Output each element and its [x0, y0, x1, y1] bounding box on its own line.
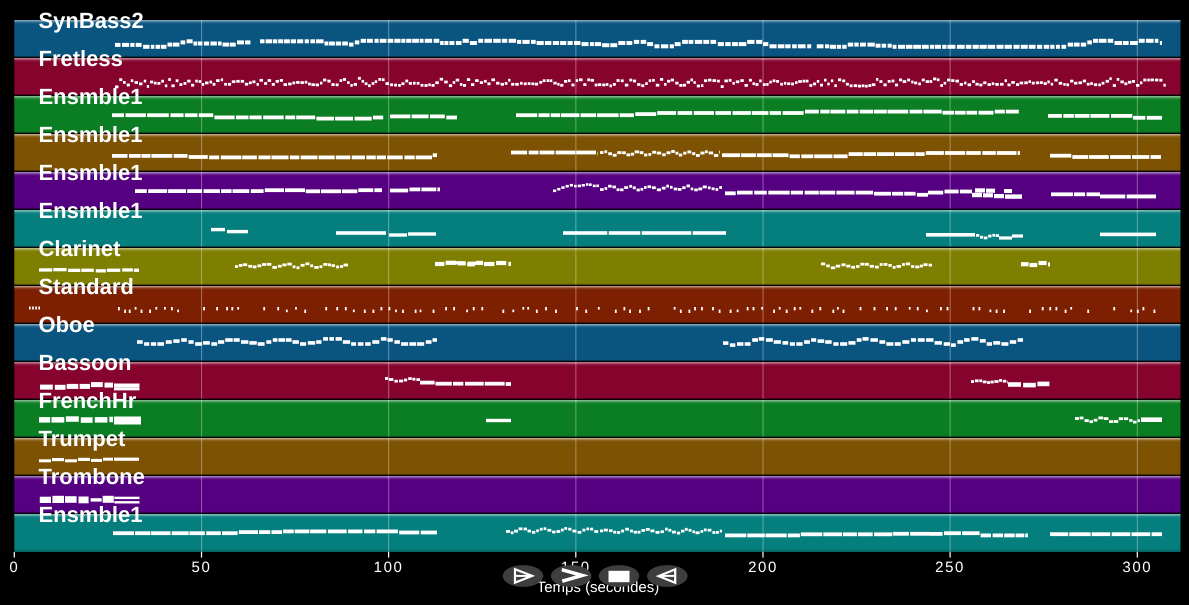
svg-text:SynBass2: SynBass2 [39, 8, 144, 33]
svg-text:50: 50 [192, 559, 212, 576]
svg-text:Ensmble1: Ensmble1 [39, 502, 143, 527]
svg-text:Trombone: Trombone [39, 464, 145, 489]
svg-text:Oboe: Oboe [39, 312, 95, 337]
svg-text:300: 300 [1122, 559, 1152, 576]
svg-text:100: 100 [374, 559, 404, 576]
svg-text:FrenchHr: FrenchHr [39, 388, 137, 413]
svg-text:Clarinet: Clarinet [39, 236, 122, 261]
svg-text:0: 0 [9, 559, 19, 576]
svg-text:Ensmble1: Ensmble1 [39, 122, 143, 147]
svg-text:250: 250 [935, 559, 965, 576]
svg-text:Trumpet: Trumpet [39, 426, 126, 451]
svg-text:Bassoon: Bassoon [39, 350, 132, 375]
svg-text:Ensmble1: Ensmble1 [39, 160, 143, 185]
svg-text:Standard: Standard [39, 274, 134, 299]
svg-text:Ensmble1: Ensmble1 [39, 84, 143, 109]
svg-text:Fretless: Fretless [39, 46, 123, 71]
svg-text:200: 200 [748, 559, 778, 576]
svg-text:Ensmble1: Ensmble1 [39, 198, 143, 223]
